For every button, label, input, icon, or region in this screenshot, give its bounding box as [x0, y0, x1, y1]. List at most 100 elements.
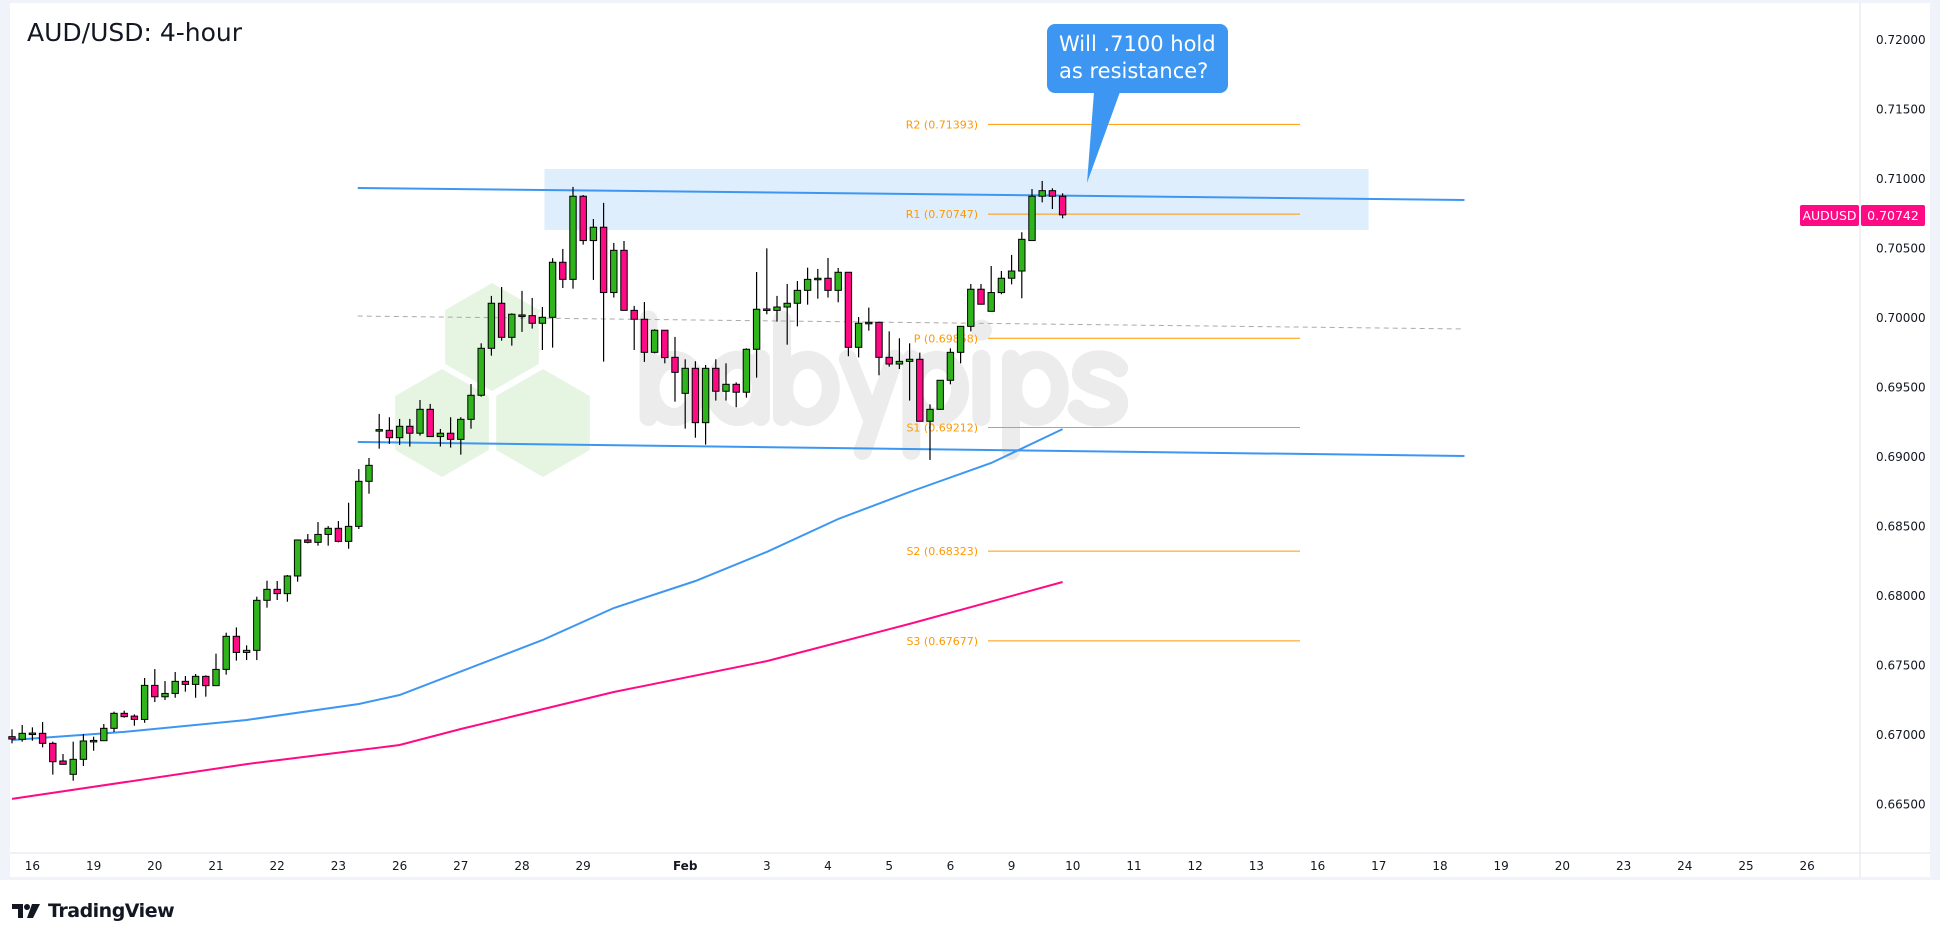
price-tick-label: 0.67000	[1876, 728, 1926, 742]
candle-body-up	[681, 367, 689, 394]
candle	[967, 283, 975, 332]
candle-body-up	[242, 649, 251, 653]
time-tick-label: 16	[1310, 859, 1325, 873]
candle	[110, 711, 118, 733]
candle	[926, 404, 934, 460]
candle-body-down	[1048, 190, 1057, 197]
candle	[140, 678, 149, 723]
candle-body-up	[773, 306, 781, 311]
candle	[610, 242, 618, 298]
candle-body-down	[497, 302, 506, 338]
candle-body-up	[752, 308, 761, 350]
candle	[793, 281, 802, 327]
candle	[1007, 254, 1016, 285]
candle	[406, 418, 414, 447]
pivot-label: S1 (0.69212)	[906, 422, 978, 435]
candle	[824, 257, 832, 298]
price-tick-label: 0.68500	[1876, 520, 1926, 534]
candle	[936, 379, 944, 411]
candle-body-up	[140, 684, 149, 720]
candle	[28, 727, 37, 741]
candle	[1038, 180, 1046, 203]
candle-body-down	[426, 408, 434, 438]
candle-body-up	[324, 527, 332, 535]
candle-body-down	[120, 712, 128, 718]
candle	[324, 526, 332, 546]
candle	[385, 417, 394, 444]
candle-body-up	[283, 575, 292, 595]
candle	[977, 283, 985, 305]
candle-body-down	[579, 195, 587, 242]
pivot-label: R1 (0.70747)	[906, 208, 978, 221]
time-tick-label: 10	[1065, 859, 1080, 873]
left-border	[0, 0, 10, 880]
candle-body-up	[222, 635, 230, 670]
candle	[314, 522, 322, 546]
candle	[161, 681, 169, 700]
candle-body-up	[956, 325, 965, 353]
candle-body-up	[89, 739, 98, 743]
candle	[232, 627, 241, 661]
candle-body-up	[263, 588, 271, 601]
candle-body-up	[171, 680, 179, 694]
candle-body-down	[151, 684, 159, 698]
candle-body-down	[824, 277, 832, 291]
time-tick-label: Feb	[673, 859, 698, 873]
candle-body-down	[202, 675, 210, 687]
watermark-hexagon	[395, 369, 489, 477]
price-tick-label: 0.66500	[1876, 798, 1926, 812]
candle	[446, 417, 455, 448]
candle-body-down	[875, 321, 883, 358]
candle	[579, 194, 587, 245]
candle	[212, 653, 220, 687]
candle-body-up	[314, 533, 322, 543]
watermark-letter-dot	[970, 319, 992, 341]
candle-body-up	[436, 432, 445, 438]
moving-averages	[11, 428, 1064, 800]
candle-body-down	[8, 736, 16, 740]
candle	[538, 307, 547, 350]
price-axis[interactable]: 0.72000 0.71500 0.71000 0.70500 0.70000 0.695…	[1876, 33, 1926, 812]
time-tick-label: 13	[1249, 859, 1264, 873]
candle	[814, 268, 822, 299]
candle-body-down	[691, 367, 700, 424]
tradingview-logo[interactable]: TradingView	[12, 900, 175, 922]
candle-body-up	[793, 289, 802, 304]
candle-body-up	[650, 329, 659, 353]
time-tick-label: 6	[947, 859, 955, 873]
candle-body-down	[1058, 195, 1067, 216]
watermark-letter	[1067, 350, 1129, 427]
time-tick-label: 4	[824, 859, 832, 873]
candle	[263, 580, 271, 608]
candle	[191, 673, 200, 698]
time-tick-label: 11	[1126, 859, 1141, 873]
candle-body-up	[946, 351, 955, 381]
price-tick-label: 0.70500	[1876, 242, 1926, 256]
candle-body-up	[375, 429, 383, 432]
candle-body-up	[783, 302, 791, 308]
candle	[997, 271, 1006, 295]
candle-body-up	[1018, 238, 1026, 272]
candle-body-up	[997, 277, 1006, 294]
candle	[222, 632, 230, 675]
candle-body-up	[763, 308, 771, 311]
time-tick-label: 20	[147, 859, 162, 873]
candle-body-down	[844, 271, 853, 348]
time-tick-label: 28	[514, 859, 529, 873]
candle-body-up	[854, 322, 863, 348]
time-axis[interactable]: 16 19 20 21 22 23 26 27 28 29 Feb 3 4 5 6 9 10 11 12 13 16 17…	[25, 859, 1815, 873]
candle	[620, 240, 628, 311]
candle	[742, 348, 751, 398]
time-tick-label: 26	[392, 859, 407, 873]
moving-average-pink	[11, 581, 1063, 800]
candle	[395, 418, 404, 445]
price-tick-label: 0.71500	[1876, 103, 1926, 117]
candle-body-down	[49, 742, 57, 763]
candle	[854, 317, 863, 358]
candle	[457, 417, 465, 455]
time-tick-label: 17	[1371, 859, 1386, 873]
candle-body-up	[834, 271, 842, 291]
candle-body-up	[212, 668, 220, 687]
